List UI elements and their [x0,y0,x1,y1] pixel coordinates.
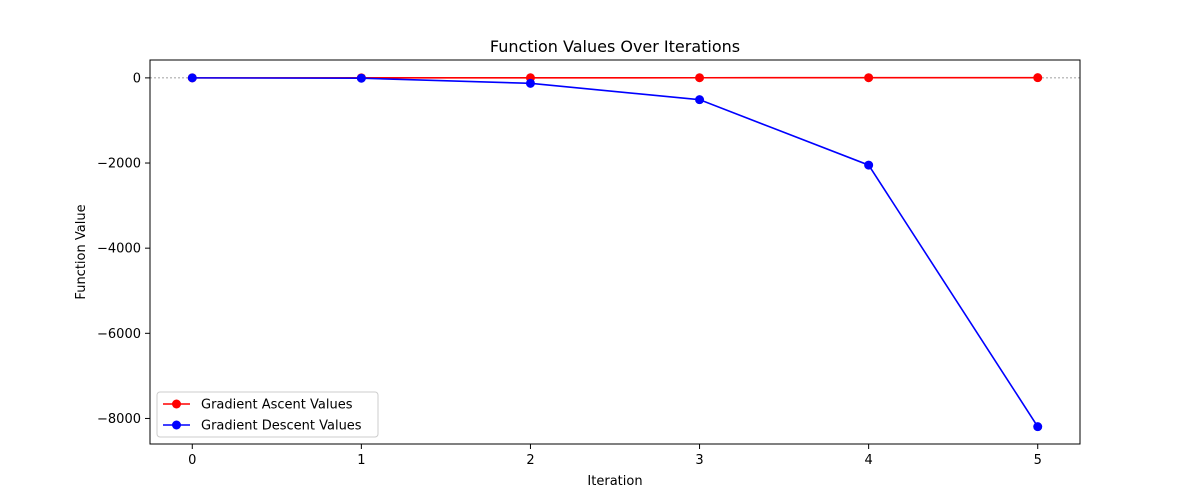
chart-title: Function Values Over Iterations [490,37,740,56]
series-line-1 [192,77,1039,428]
y-tick-label: 0 [133,71,141,86]
plot-background [150,60,1080,444]
y-tick-label: −6000 [97,327,141,342]
x-tick-label: 4 [864,453,872,468]
data-point [695,73,705,83]
data-point [864,160,874,170]
legend: Gradient Ascent Values Gradient Descent … [156,391,379,438]
data-point [356,73,366,83]
data-point [1033,73,1043,83]
legend-swatch-marker [172,399,181,409]
legend-label: Gradient Ascent Values [201,398,353,413]
y-axis: 0 −2000 −4000 −6000 −8000 [97,71,150,427]
x-tick-label: 0 [188,453,196,468]
plot-frame [149,59,1081,445]
x-axis-label: Iteration [587,474,642,489]
y-tick-label: −2000 [97,157,141,172]
data-point [864,73,874,83]
data-point [1033,422,1043,432]
x-axis: 0 1 2 3 4 5 [188,444,1042,468]
x-tick-label: 5 [1034,453,1042,468]
legend-label: Gradient Descent Values [201,419,362,434]
data-point [525,78,535,88]
series-layer [187,73,1043,432]
y-tick-label: −4000 [97,242,141,257]
y-tick-label: −8000 [97,412,141,427]
data-point [695,95,705,105]
x-tick-label: 2 [526,453,534,468]
x-tick-label: 1 [357,453,365,468]
legend-box [156,391,379,438]
x-tick-label: 3 [695,453,703,468]
legend-swatch-marker [172,420,181,430]
data-point [187,73,197,83]
y-axis-label: Function Value [74,204,89,299]
